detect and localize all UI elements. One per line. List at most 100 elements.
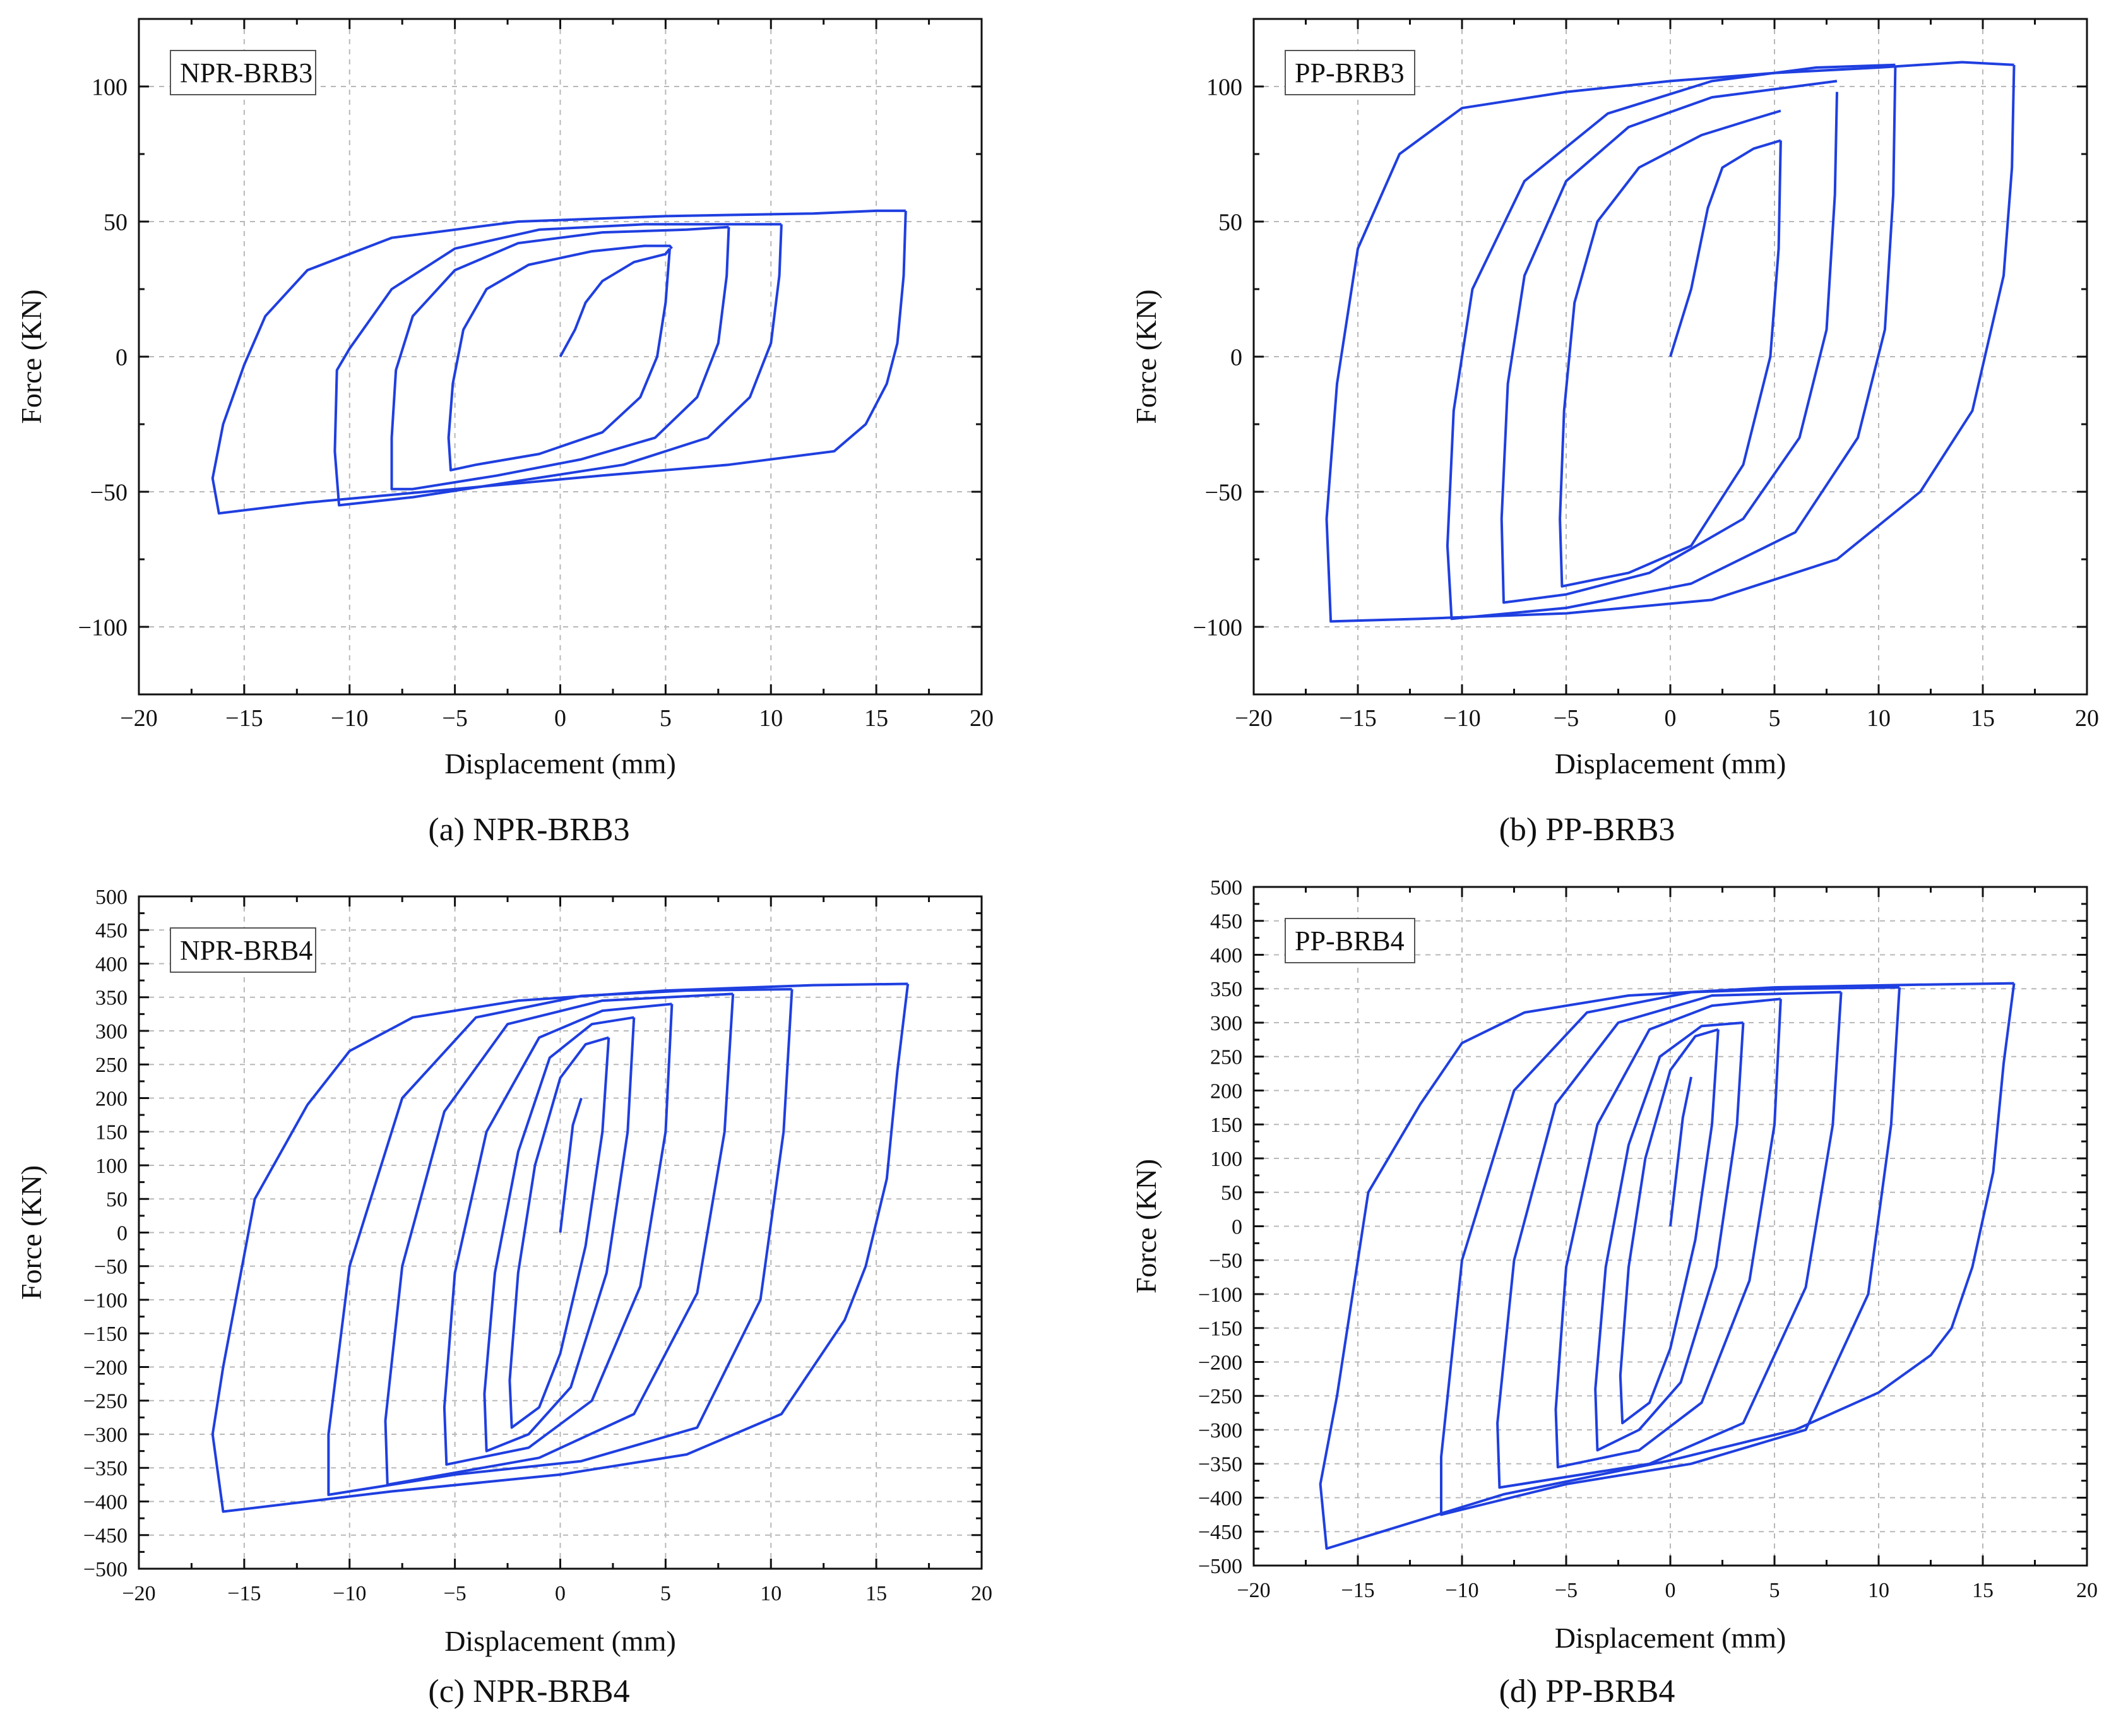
caption-d: (d) PP-BRB4 — [1499, 1674, 1675, 1709]
y-tick-label: −450 — [83, 1525, 128, 1548]
hysteresis-curve — [327, 988, 793, 1496]
y-tick-label: 200 — [95, 1087, 128, 1110]
y-tick-label: −100 — [1198, 1283, 1242, 1307]
hysteresis-curve — [1669, 139, 1781, 357]
hysteresis-curve — [443, 1002, 674, 1466]
y-tick-label: −250 — [83, 1390, 128, 1413]
y-tick-label: −350 — [1198, 1453, 1242, 1477]
chart-label: PP-BRB4 — [1295, 925, 1405, 956]
y-tick-label: 500 — [1210, 876, 1242, 900]
hysteresis-curve — [559, 247, 671, 357]
panel-c: −20 −15 −10 −5 0 5 10 15 20 −500 −450 −400 −350 −300−… — [0, 868, 1058, 1736]
x-tick-label: −5 — [1555, 1579, 1578, 1602]
x-tick-label: −5 — [1554, 705, 1579, 732]
x-tick-label: −15 — [225, 705, 263, 732]
x-tick-label: 20 — [2076, 1579, 2098, 1602]
hysteresis-curve — [1500, 80, 1838, 604]
y-tick-label: 50 — [1221, 1182, 1242, 1205]
x-tick-label: 5 — [660, 705, 672, 732]
y-tick-label: 350 — [95, 987, 128, 1010]
hysteresis-curve — [559, 1097, 583, 1233]
x-tick-label: 10 — [759, 705, 783, 732]
caption-b: (b) PP-BRB3 — [1499, 812, 1675, 848]
y-tick-label: −300 — [1198, 1419, 1242, 1442]
x-tick-label: 15 — [1971, 705, 1995, 732]
x-tick-label: −15 — [1339, 705, 1376, 732]
hysteresis-curve — [447, 244, 673, 472]
y-tick-label: 500 — [95, 886, 128, 909]
y-tick-label: 0 — [116, 344, 128, 371]
y-tick-label: −350 — [83, 1457, 128, 1480]
x-tick-label: −5 — [444, 1582, 467, 1605]
x-tick-label: 10 — [1867, 705, 1891, 732]
y-tick-label: −300 — [83, 1424, 128, 1447]
y-tick-label: 200 — [1210, 1079, 1242, 1103]
x-tick-label: 15 — [865, 1582, 887, 1605]
x-axis-title: Displacement (mm) — [444, 1625, 676, 1657]
y-tick-label: 250 — [95, 1054, 128, 1077]
y-tick-label: 300 — [1210, 1012, 1242, 1035]
x-tick-label: −10 — [1443, 705, 1480, 732]
hysteresis-curve — [211, 982, 910, 1513]
y-tick-label: 100 — [1206, 74, 1242, 100]
x-tick-label: 10 — [760, 1582, 782, 1605]
y-tick-label: 450 — [1210, 910, 1242, 934]
hysteresis-curve — [1325, 61, 2016, 623]
y-tick-label: −100 — [78, 614, 128, 641]
x-tick-label: 5 — [660, 1582, 671, 1605]
y-tick-label: −250 — [1198, 1385, 1242, 1408]
y-tick-label: −200 — [83, 1356, 128, 1379]
caption-a: (a) NPR-BRB3 — [428, 812, 630, 848]
y-tick-label: 50 — [106, 1188, 128, 1211]
x-tick-label: −15 — [1341, 1579, 1374, 1602]
x-tick-label: −15 — [227, 1582, 261, 1605]
hysteresis-curve — [390, 225, 730, 490]
chart-c: −20 −15 −10 −5 0 5 10 15 20−500−450−400−350−300−… — [15, 886, 992, 1657]
x-tick-label: 5 — [1769, 705, 1781, 732]
y-tick-label: 100 — [1210, 1148, 1242, 1171]
hysteresis-curve — [1559, 109, 1782, 588]
y-tick-label: −100 — [83, 1289, 128, 1312]
y-axis-title: Force (KN) — [1130, 1159, 1162, 1293]
hysteresis-curve — [1496, 990, 1843, 1489]
y-tick-label: 300 — [95, 1020, 128, 1043]
y-tick-label: 50 — [104, 209, 128, 235]
x-tick-label: 20 — [2075, 705, 2099, 732]
hysteresis-curve — [1619, 1028, 1720, 1425]
y-tick-label: 0 — [1232, 1215, 1242, 1239]
caption-c: (c) NPR-BRB4 — [428, 1674, 630, 1709]
y-tick-label: 450 — [95, 919, 128, 942]
hysteresis-curve — [211, 209, 907, 515]
chart-label: PP-BRB3 — [1295, 57, 1405, 88]
chart-d: −20 −15 −10 −5 0 5 10 15 20−500−450−400−350−300−… — [1130, 876, 2098, 1654]
x-axis-title: Displacement (mm) — [1555, 1622, 1786, 1654]
y-tick-label: −150 — [1198, 1317, 1242, 1341]
y-tick-label: 0 — [117, 1222, 128, 1245]
y-tick-label: −50 — [90, 479, 128, 506]
y-tick-label: −500 — [1198, 1555, 1242, 1578]
y-tick-label: 150 — [95, 1121, 128, 1144]
y-tick-label: 100 — [95, 1155, 128, 1178]
y-tick-label: 400 — [1210, 944, 1242, 967]
y-tick-label: −200 — [1198, 1351, 1242, 1374]
y-tick-label: 250 — [1210, 1046, 1242, 1069]
x-tick-label: 15 — [864, 705, 888, 732]
hysteresis-curve — [1669, 1076, 1692, 1227]
x-tick-label: 0 — [1665, 705, 1677, 732]
y-tick-label: −50 — [94, 1256, 128, 1279]
y-tick-label: −50 — [1209, 1249, 1242, 1273]
y-tick-label: −50 — [1205, 479, 1242, 506]
y-tick-label: 350 — [1210, 978, 1242, 1001]
x-tick-label: 20 — [970, 705, 994, 732]
y-axis-title: Force (KN) — [15, 1165, 47, 1300]
x-tick-label: 0 — [555, 1582, 566, 1605]
y-tick-label: −400 — [83, 1490, 128, 1514]
y-tick-label: −450 — [1198, 1521, 1242, 1544]
chart-label-box — [170, 927, 316, 973]
y-tick-label: −150 — [83, 1323, 128, 1346]
y-tick-label: 150 — [1210, 1114, 1242, 1137]
hysteresis-curve — [1446, 63, 1897, 621]
x-tick-label: −20 — [1235, 705, 1272, 732]
panel-d: −20 −15 −10 −5 0 5 10 15 20 −500 −450 −400 −350 −300−… — [1058, 868, 2116, 1736]
x-axis-title: Displacement (mm) — [444, 747, 676, 780]
